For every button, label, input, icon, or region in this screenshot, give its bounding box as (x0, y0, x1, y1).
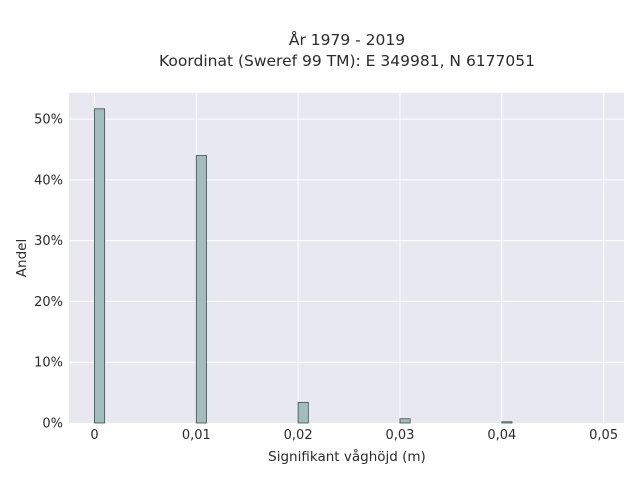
chart-title-line-2: Koordinat (Sweref 99 TM): E 349981, N 61… (159, 52, 535, 70)
histogram-bar (94, 108, 106, 424)
histogram-bar (399, 418, 411, 424)
histogram-bar (195, 155, 207, 424)
tick-labels: 0 0,01 0,02 0,03 0,04 0,05 0% 10% 20% 30% 40% 50% (34, 113, 618, 443)
x-tick-label: 0,01 (182, 428, 211, 443)
grid-lines (69, 93, 624, 423)
y-axis-label: Andel (14, 239, 30, 277)
histogram-bar (297, 401, 309, 424)
histogram-bar (501, 421, 513, 424)
chart-title-line-1: År 1979 - 2019 (289, 30, 405, 49)
y-tick-label: 50% (34, 113, 63, 128)
y-tick-label: 20% (34, 295, 63, 310)
bars (94, 108, 513, 424)
x-tick-label: 0,03 (385, 428, 414, 443)
y-tick-label: 0% (42, 417, 63, 432)
y-tick-label: 10% (34, 356, 63, 371)
y-tick-label: 40% (34, 173, 63, 188)
x-tick-label: 0,02 (284, 428, 313, 443)
x-axis-label: Signifikant våghöjd (m) (268, 448, 426, 465)
x-tick-label: 0 (90, 428, 98, 443)
x-tick-label: 0,04 (487, 428, 516, 443)
x-tick-label: 0,05 (589, 428, 618, 443)
y-tick-label: 30% (34, 234, 63, 249)
plot-area (69, 93, 624, 423)
